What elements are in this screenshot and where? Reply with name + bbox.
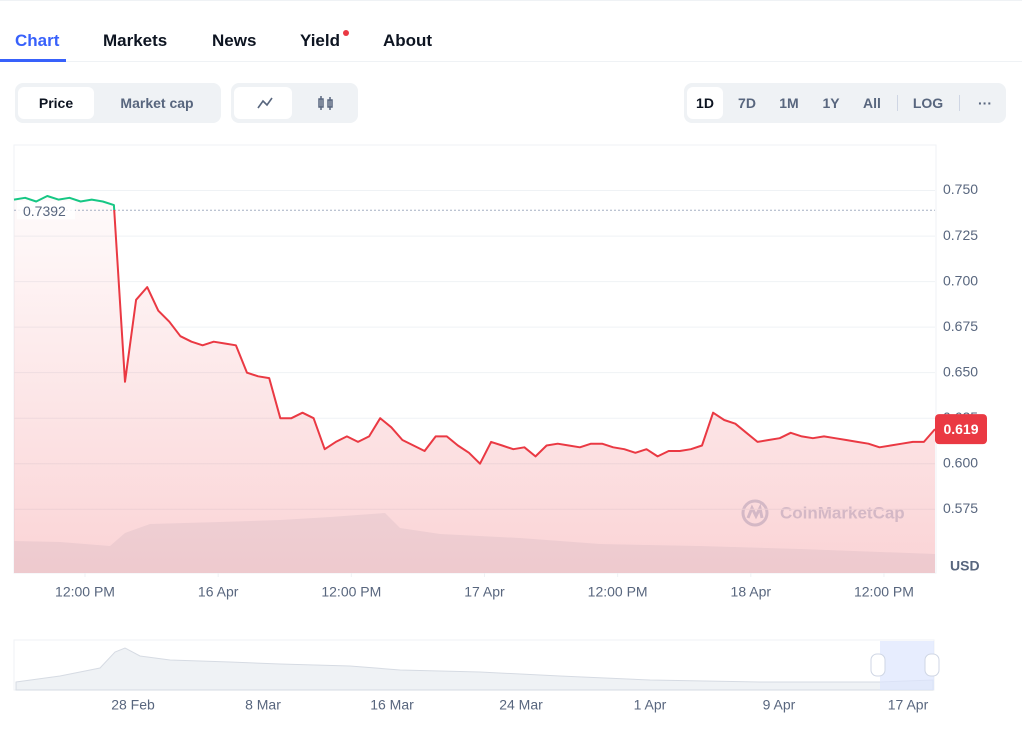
- currency-label: USD: [950, 558, 980, 574]
- navigator-label: 17 Apr: [888, 697, 929, 713]
- y-tick-label: 0.600: [943, 454, 978, 470]
- more-button[interactable]: ···: [978, 95, 992, 111]
- range-button[interactable]: 7D: [738, 95, 756, 111]
- navigator-label: 16 Mar: [370, 697, 414, 713]
- x-tick-label: 17 Apr: [464, 584, 505, 600]
- watermark-logo: [741, 499, 769, 527]
- tab[interactable]: Chart: [15, 31, 60, 50]
- plot-frame: [13, 144, 937, 574]
- navigator-label: 28 Feb: [111, 697, 155, 713]
- y-tick-label: 0.650: [943, 363, 978, 379]
- y-tick-label: 0.575: [943, 500, 978, 516]
- price-button[interactable]: Price: [18, 87, 94, 119]
- x-tick-label: 12:00 PM: [588, 584, 648, 600]
- price-line: [13, 195, 936, 465]
- tab[interactable]: Markets: [103, 31, 168, 50]
- x-tick-label: 12:00 PM: [854, 584, 914, 600]
- log-button[interactable]: LOG: [912, 95, 944, 111]
- market-cap-button[interactable]: Market cap: [120, 95, 194, 111]
- divider: [959, 95, 960, 111]
- navigator-selection: [880, 641, 934, 690]
- line-button[interactable]: [234, 87, 292, 119]
- chart-type-group: [231, 83, 358, 123]
- tab[interactable]: News: [212, 31, 257, 50]
- range-button[interactable]: 1Y: [822, 95, 840, 111]
- last-price-badge: [935, 414, 987, 445]
- navigator-label: 1 Apr: [634, 697, 667, 713]
- navigator-handle[interactable]: [870, 653, 886, 677]
- tab-bar: Chart Markets News Yield About: [0, 0, 1022, 62]
- reference-label: 0.7392: [23, 203, 66, 219]
- active-underline: [0, 59, 66, 62]
- x-tick-label: 16 Apr: [198, 584, 239, 600]
- price-area: [14, 196, 935, 573]
- y-tick-label: 0.625: [943, 409, 978, 425]
- reference-label-bg: [17, 201, 75, 220]
- x-tick-label: 12:00 PM: [55, 584, 115, 600]
- line-icon: [257, 97, 273, 109]
- x-tick-label: 12:00 PM: [321, 584, 381, 600]
- navigator-label: 9 Apr: [763, 697, 796, 713]
- divider: [897, 95, 898, 111]
- range-group: 1D 7D 1M 1Y All LOG ···: [684, 83, 1006, 123]
- y-tick-label: 0.675: [943, 318, 978, 334]
- notification-dot: [343, 30, 349, 36]
- y-tick-label: 0.700: [943, 272, 978, 288]
- navigator-area: [15, 647, 934, 691]
- y-tick-label: 0.750: [943, 181, 978, 197]
- navigator-label: 24 Mar: [499, 697, 543, 713]
- range-button[interactable]: 1D: [687, 87, 723, 119]
- navigator-frame: [13, 639, 935, 691]
- navigator-handle[interactable]: [924, 653, 940, 677]
- tab[interactable]: Yield: [300, 31, 340, 50]
- x-tick-label: 18 Apr: [731, 584, 772, 600]
- range-button[interactable]: All: [863, 95, 881, 111]
- tab[interactable]: About: [383, 31, 433, 50]
- navigator-label: 8 Mar: [245, 697, 281, 713]
- volume-area: [14, 513, 935, 573]
- watermark: CoinMarketCap: [780, 503, 905, 522]
- toggle-group: Price Market cap: [15, 83, 221, 123]
- candle-button[interactable]: [297, 87, 355, 119]
- candle-icon: [318, 96, 333, 110]
- range-button[interactable]: 1M: [779, 95, 799, 111]
- y-tick-label: 0.725: [943, 227, 978, 243]
- last-price-label: 0.619: [943, 421, 978, 437]
